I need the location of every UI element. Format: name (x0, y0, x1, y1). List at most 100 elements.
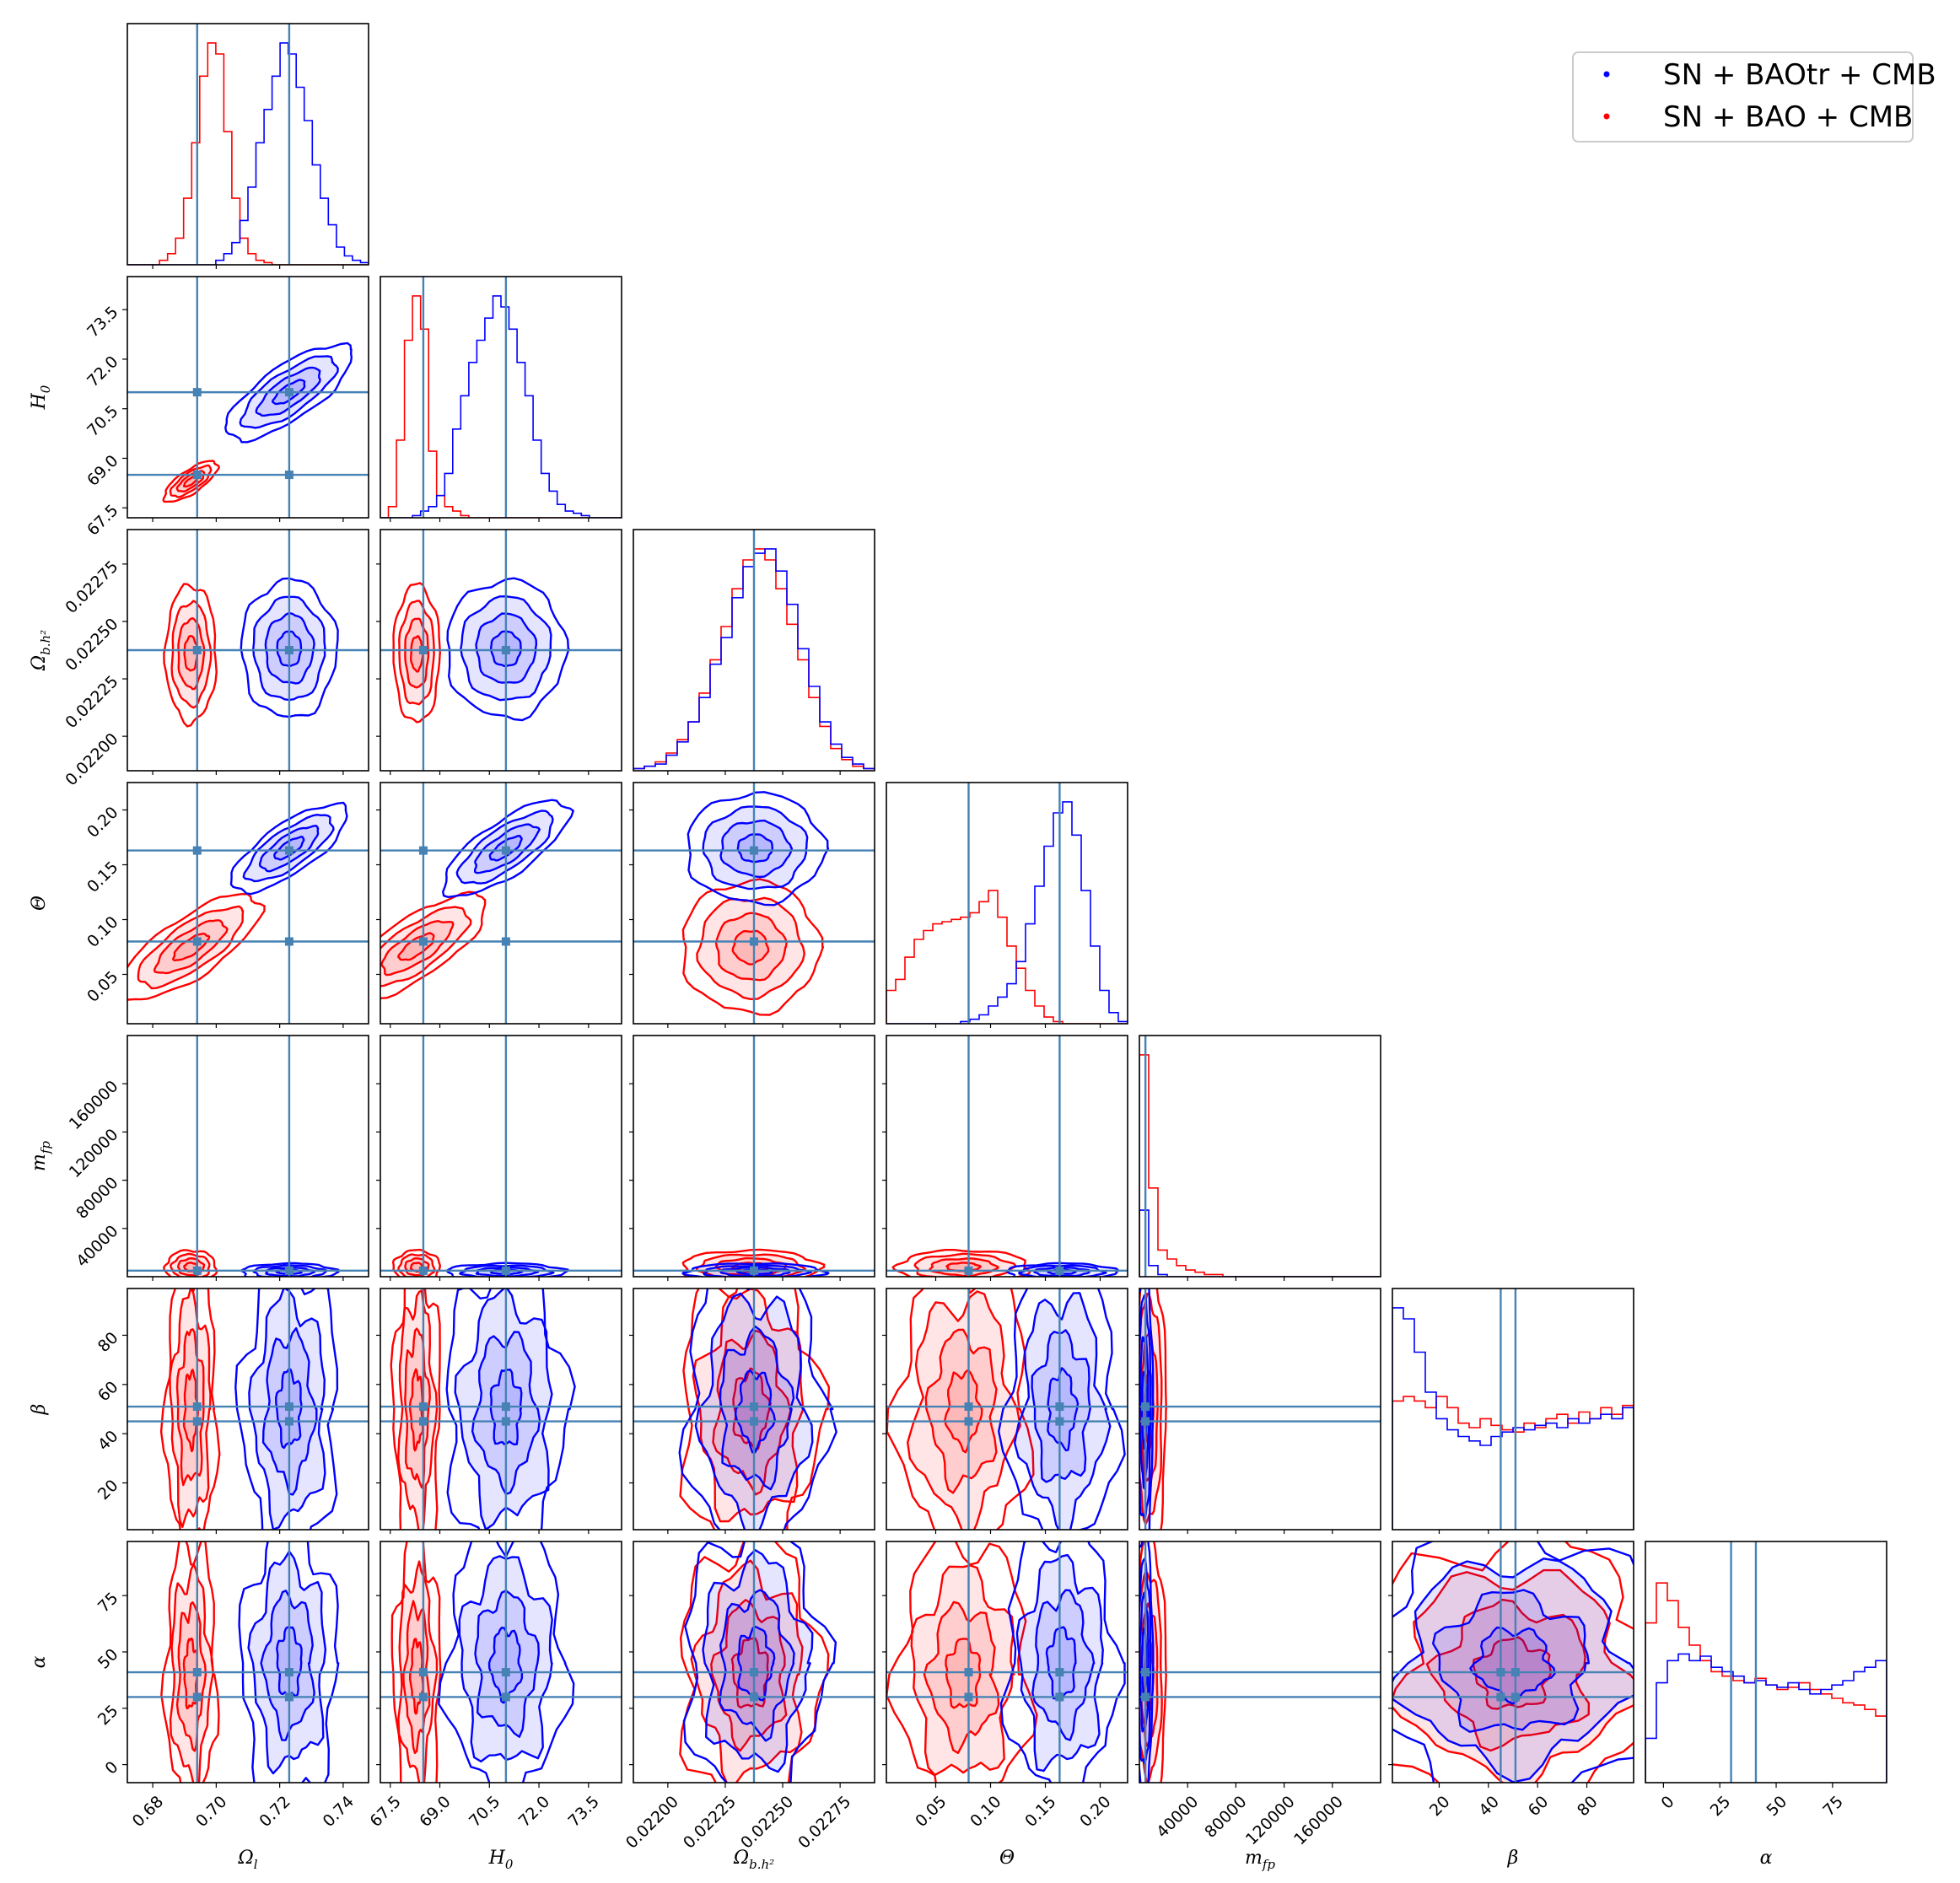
legend-label-blue: SN + BAOtr + CMB (1663, 58, 1936, 92)
y-tick-label: 69.0 (83, 451, 121, 489)
panel-frame (633, 1541, 875, 1783)
axis-label-text: mfp (1245, 1848, 1275, 1872)
panel-content (886, 1541, 1128, 1783)
truth-marker (192, 646, 202, 654)
axis-label-alpha: α (1760, 1848, 1773, 1869)
panel-content (127, 1289, 369, 1530)
panel-frame (1139, 1035, 1381, 1278)
y-tick-label: 0.10 (83, 912, 121, 950)
truth-marker (1496, 1692, 1505, 1702)
truth-marker (1055, 1668, 1064, 1677)
x-tick-label: 0.74 (320, 1793, 358, 1831)
contour-red-level-1 (681, 1248, 826, 1277)
histogram-red-beta (1392, 1396, 1634, 1530)
axis-label-theta: Θ (999, 1848, 1015, 1869)
axis-label-text: Θ (29, 896, 50, 911)
axis-label-base: α (1760, 1848, 1773, 1869)
y-tick-label: 20 (94, 1477, 122, 1504)
truth-marker (501, 937, 510, 946)
contour-blue-level-1 (678, 1289, 837, 1530)
x-tick-label: 50 (1763, 1793, 1791, 1821)
truth-marker (418, 1266, 428, 1275)
contour-red-level-1 (380, 890, 487, 999)
truth-marker (750, 1692, 758, 1702)
contour-red-level-4 (409, 1368, 424, 1452)
truth-marker (418, 846, 428, 855)
histogram-blue-theta (886, 801, 1128, 1024)
panel-content (127, 1541, 369, 1783)
x-tick-label: 40 (1475, 1793, 1503, 1821)
contour-blue-level-3 (1031, 1589, 1096, 1741)
panel-content (127, 530, 369, 771)
contour-blue-level-1 (998, 1289, 1126, 1530)
panel-frame (1645, 1541, 1887, 1783)
contour-red-level-2 (137, 905, 245, 990)
x-tick-label: 60 (1525, 1793, 1553, 1821)
truth-marker (418, 646, 428, 654)
contour-red-level-2 (169, 1289, 212, 1528)
contour-blue-level-4 (1045, 1626, 1077, 1700)
contour-red-level-1 (886, 1289, 1035, 1530)
y-tick-label: 0.02250 (62, 615, 121, 675)
panel-frame (886, 1541, 1128, 1783)
truth-marker (750, 1266, 758, 1275)
histogram-blue-beta (1392, 1307, 1634, 1530)
contour-blue-level-1 (229, 801, 348, 896)
contour-blue-level-3 (260, 1590, 315, 1741)
truth-marker (284, 388, 293, 397)
truth-marker (1055, 1266, 1064, 1275)
x-tick-label: 73.5 (564, 1793, 602, 1831)
truth-marker (964, 1692, 973, 1702)
panel-content (380, 783, 622, 1024)
histogram-red-theta (886, 890, 1128, 1024)
panels-layer: 67.569.070.572.073.50.022000.022250.0225… (29, 23, 1887, 1872)
contour-red-level-1 (391, 1248, 441, 1277)
x-tick-label: 0 (1657, 1793, 1677, 1813)
truth-marker (284, 1692, 293, 1702)
panel-content (633, 530, 875, 771)
axis-label-text: Ωb.h² (733, 1848, 774, 1872)
contour-blue-level-3 (719, 1589, 795, 1742)
truth-marker (1055, 1692, 1064, 1702)
x-tick-label: 0.70 (192, 1793, 230, 1831)
axis-label-base: β (1507, 1848, 1519, 1869)
truth-marker (1141, 1417, 1150, 1426)
truth-marker (284, 1668, 293, 1677)
contour-red-level-1 (1139, 1541, 1167, 1783)
contour-red-level-1 (1139, 1289, 1167, 1530)
truth-marker (192, 846, 202, 855)
panel-frame (886, 782, 1128, 1025)
contour-red-level-1 (390, 1541, 442, 1783)
axis-label-sub: b.h² (38, 630, 53, 655)
contour-red-level-1 (162, 460, 220, 503)
x-tick-label: 0.20 (1076, 1793, 1114, 1831)
contour-red-level-4 (410, 635, 424, 673)
y-tick-label: 80 (94, 1328, 122, 1356)
y-tick-label: 70.5 (83, 402, 121, 440)
axis-label-sub: fp (1262, 1857, 1276, 1872)
panel-frame (633, 1035, 875, 1278)
truth-marker (284, 646, 293, 654)
truth-marker (501, 1266, 510, 1275)
contour-red-level-3 (923, 1601, 1000, 1754)
contour-red-level-1 (390, 1289, 441, 1530)
contour-red-level-1 (160, 1541, 220, 1783)
panel-frame (886, 1288, 1128, 1531)
panel-content (1392, 1541, 1634, 1783)
axis-label-alpha: α (29, 1655, 50, 1668)
truth-marker (1510, 1668, 1520, 1677)
contour-red-level-1 (127, 893, 266, 1001)
truth-marker (501, 846, 510, 855)
y-tick-label: 75 (94, 1589, 122, 1617)
truth-marker (501, 646, 510, 654)
contour-red-level-4 (731, 929, 770, 966)
truth-marker (964, 1668, 973, 1677)
panel-content (886, 1036, 1128, 1277)
axis-label-sub: 0 (505, 1857, 514, 1872)
panel-frame (380, 1541, 622, 1783)
panel-frame (1392, 1288, 1634, 1531)
axis-label-base: Ω (733, 1848, 749, 1869)
histogram-blue-H0 (380, 295, 622, 518)
y-tick-label: 0.02200 (62, 729, 121, 789)
axis-label-text: α (1760, 1848, 1773, 1869)
